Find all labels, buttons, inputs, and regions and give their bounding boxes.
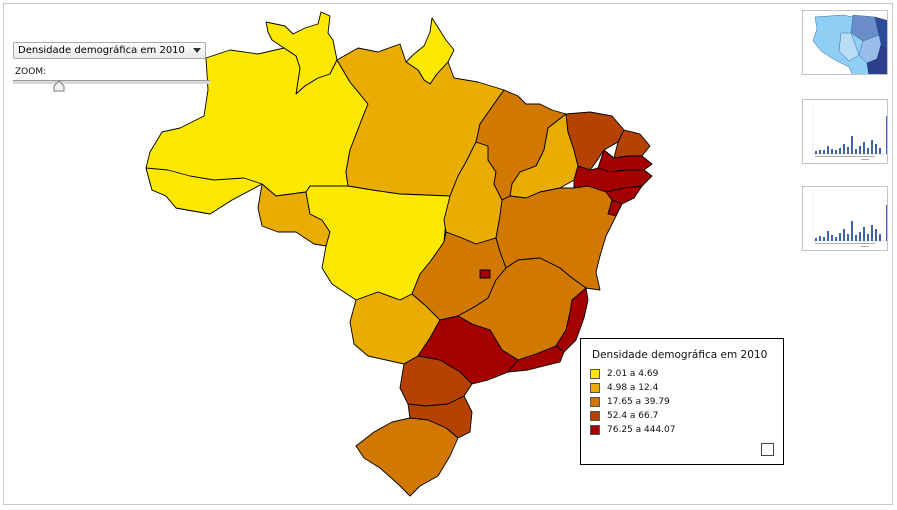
bar-chart-thumbnail-2[interactable] (802, 186, 888, 251)
legend-label: 17.65 a 39.79 (607, 397, 670, 407)
bar-chart-thumbnail-icon (812, 193, 887, 247)
map-legend: Densidade demográfica em 2010 2.01 a 4.6… (580, 338, 784, 465)
map-thumbnail[interactable] (802, 10, 888, 75)
legend-swatch (590, 411, 600, 421)
state-acre[interactable]: Acre (145, 167, 263, 215)
indicator-dropdown-value: Densidade demográfica em 2010 (18, 45, 185, 56)
legend-swatch (590, 425, 600, 435)
legend-toggle-checkbox[interactable] (761, 443, 774, 456)
legend-label: 2.01 a 4.69 (607, 369, 659, 379)
legend-label: 52.4 a 66.7 (607, 411, 659, 421)
legend-swatch (590, 397, 600, 407)
chevron-down-icon[interactable] (189, 43, 205, 58)
zoom-slider-thumb[interactable] (53, 80, 65, 92)
zoom-label: ZOOM: (15, 67, 47, 77)
state-ceara[interactable]: Ceará (565, 111, 625, 171)
state-distrito-federal[interactable]: Distrito Federal (479, 269, 491, 279)
zoom-slider-track[interactable] (13, 80, 210, 84)
legend-swatch (590, 383, 600, 393)
bar-chart-thumbnail-icon (812, 106, 887, 160)
legend-label: 76.25 a 444.07 (607, 425, 676, 435)
legend-swatch (590, 369, 600, 379)
state-rio-de-janeiro[interactable]: Rio de Janeiro (507, 345, 565, 373)
indicator-dropdown[interactable]: Densidade demográfica em 2010 (13, 42, 206, 59)
legend-label: 4.98 a 12.4 (607, 383, 659, 393)
map-thumbnail-icon (812, 14, 887, 74)
legend-title: Densidade demográfica em 2010 (592, 349, 768, 361)
state-rio-grande-do-sul[interactable]: Rio Grande do Sul (355, 417, 459, 497)
bar-chart-thumbnail-1[interactable] (802, 99, 888, 164)
